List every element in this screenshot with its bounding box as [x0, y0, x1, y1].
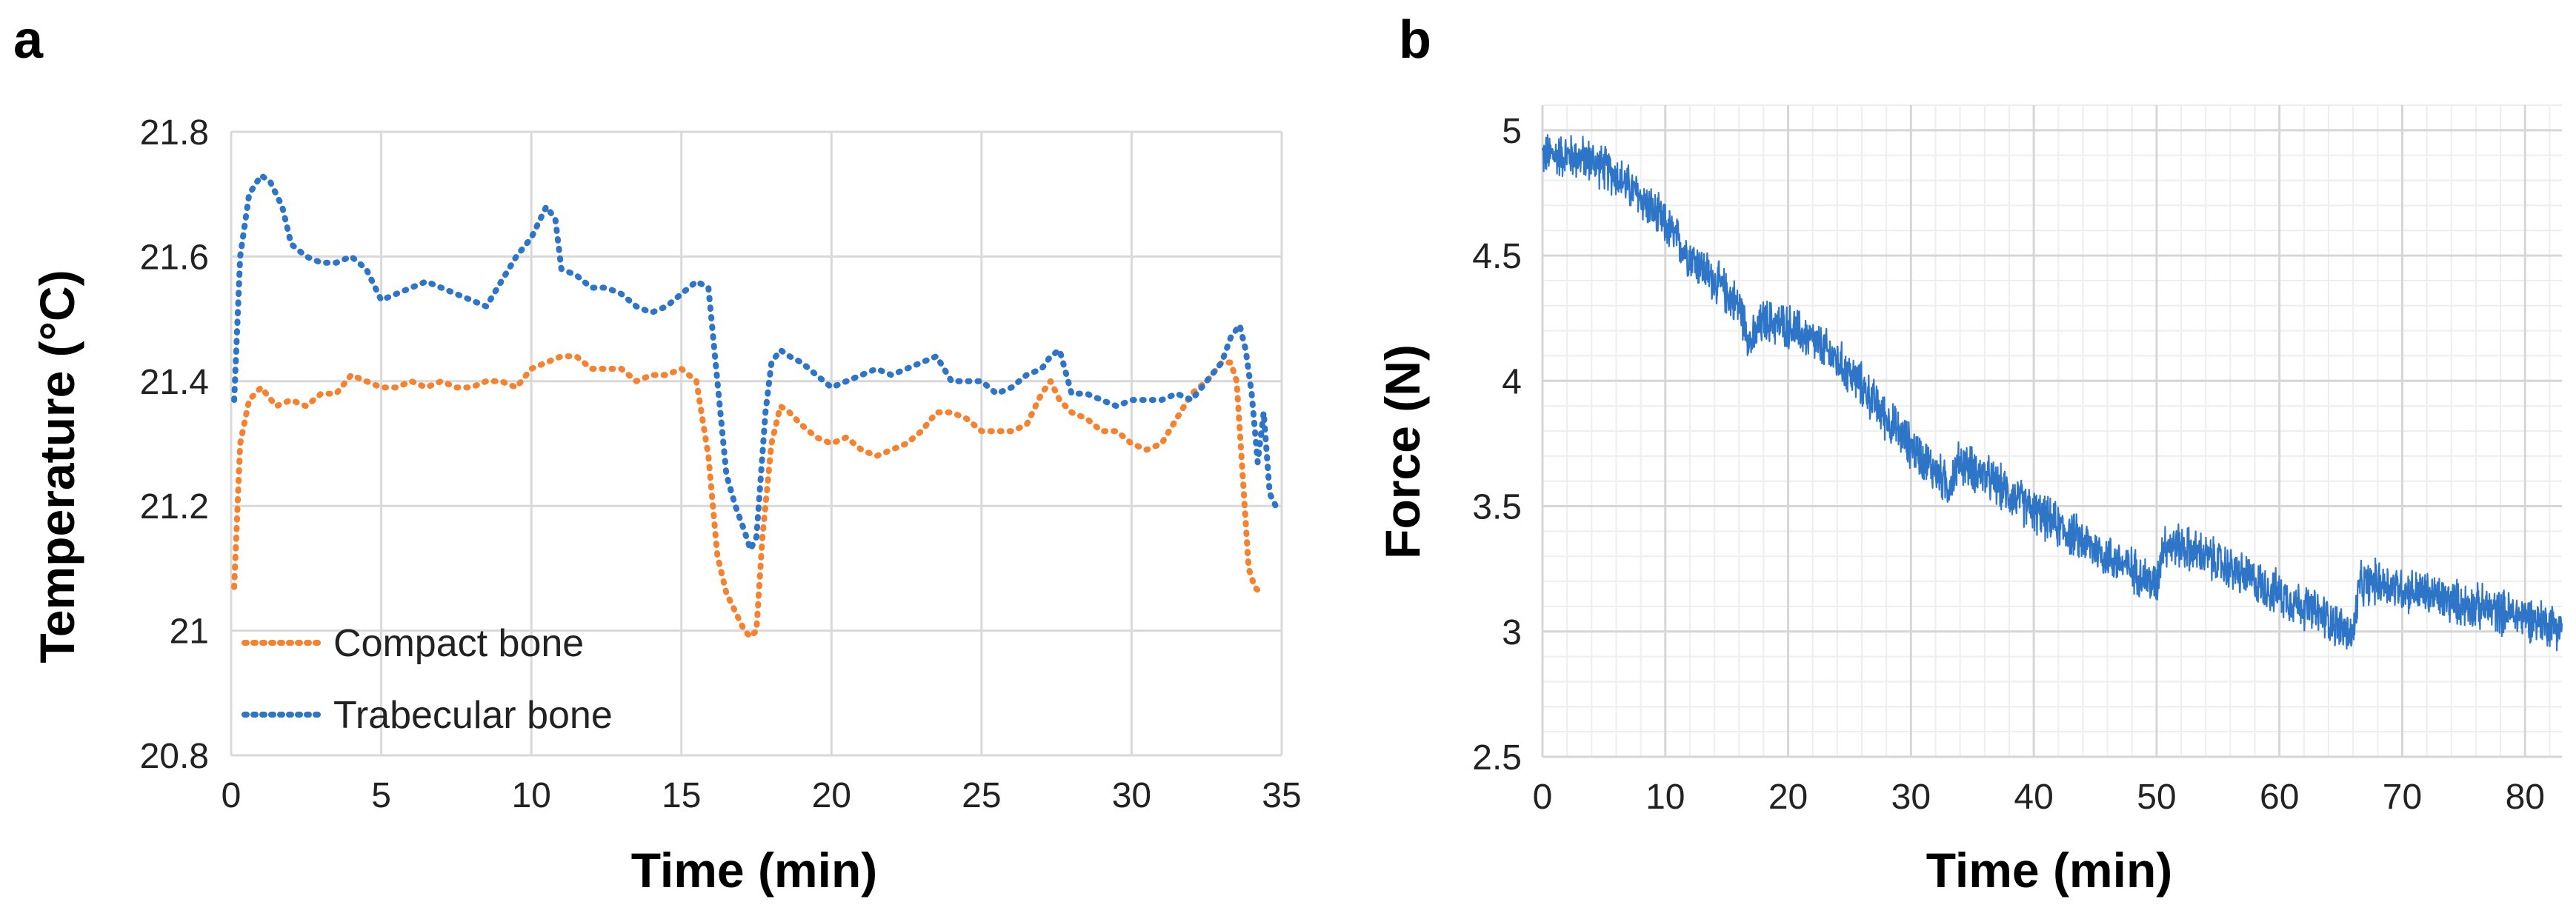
a-x-tick-label: 20: [812, 776, 851, 815]
a-y-tick-label: 20.8: [140, 737, 209, 776]
panel-b-gridlines: [1541, 104, 2562, 758]
b-y-tick-label: 4: [1502, 362, 1522, 401]
b-x-tick-label: 20: [1768, 778, 1808, 817]
panel-b-y-axis-title: Force (N): [1375, 344, 1430, 559]
a-y-tick-label: 21.6: [140, 238, 209, 277]
panel-a-x-axis-title: Time (min): [631, 843, 877, 898]
a-y-tick-label: 21.4: [140, 363, 209, 402]
a-x-tick-label: 35: [1262, 776, 1301, 815]
b-x-tick-label: 0: [1533, 778, 1553, 817]
panel-b-y-tick-labels: 2.5 3 3.5 4 4.5 5: [1472, 112, 1522, 778]
b-x-tick-label: 60: [2260, 778, 2299, 817]
a-x-tick-label: 15: [662, 776, 701, 815]
panel-a-x-tick-labels: 0 5 10 15 20 25 30 35: [222, 776, 1302, 815]
b-x-tick-label: 30: [1891, 778, 1931, 817]
b-y-tick-label: 3: [1502, 613, 1522, 652]
a-x-tick-label: 30: [1112, 776, 1151, 815]
panel-a-label: a: [13, 10, 44, 70]
a-x-tick-label: 25: [962, 776, 1001, 815]
panel-b-label: b: [1399, 10, 1431, 70]
b-x-tick-label: 10: [1645, 778, 1685, 817]
panel-b-x-tick-labels: 0 10 20 30 40 50 60 70 80: [1533, 778, 2545, 817]
b-x-tick-label: 70: [2383, 778, 2422, 817]
series-line-compact-bone: [231, 353, 1264, 640]
b-y-tick-label: 2.5: [1472, 738, 1522, 778]
panel-b-x-axis-title: Time (min): [1926, 843, 2172, 898]
b-y-tick-label: 3.5: [1472, 488, 1522, 527]
a-x-tick-label: 5: [371, 776, 391, 815]
a-x-tick-label: 0: [222, 776, 242, 815]
b-y-tick-label: 5: [1502, 112, 1522, 151]
panel-a-y-tick-labels: 20.8 21 21.2 21.4 21.6 21.8: [140, 113, 209, 776]
panel-a-series: [231, 172, 1279, 640]
legend-label-compact-bone: Compact bone: [333, 622, 584, 665]
b-x-tick-label: 40: [2014, 778, 2053, 817]
series-line-trabecular-bone: [231, 172, 1279, 553]
b-x-tick-label: 50: [2137, 778, 2176, 817]
panel-a-y-axis-title: Temperature (°C): [30, 270, 84, 663]
b-x-tick-label: 80: [2506, 778, 2545, 817]
panel-b-chart: b 2.5 3 3.5 4 4.5 5 0 10 20 30 40 50 60 70 80 Force (…: [1375, 10, 2563, 898]
series-line-force: [1541, 134, 2563, 652]
a-y-tick-label: 21.2: [140, 487, 209, 527]
panel-a-legend: Compact bone Trabecular bone: [242, 622, 613, 737]
a-y-tick-label: 21: [170, 612, 209, 652]
a-y-tick-label: 21.8: [140, 113, 209, 153]
b-y-tick-label: 4.5: [1472, 237, 1522, 276]
legend-label-trabecular-bone: Trabecular bone: [333, 694, 613, 737]
a-x-tick-label: 10: [511, 776, 550, 815]
panel-b-series: [1541, 134, 2563, 652]
